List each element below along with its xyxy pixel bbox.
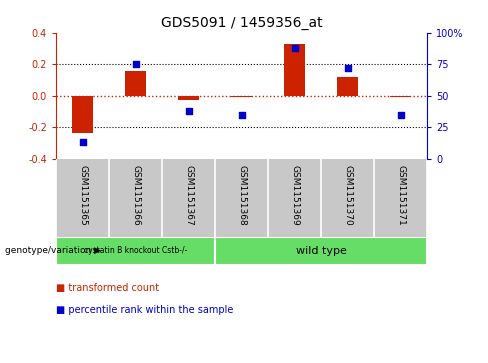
Text: GSM1151365: GSM1151365 bbox=[78, 165, 87, 226]
Text: GSM1151368: GSM1151368 bbox=[237, 165, 246, 226]
Point bbox=[238, 112, 245, 118]
Text: ■ percentile rank within the sample: ■ percentile rank within the sample bbox=[56, 305, 233, 315]
Text: GSM1151366: GSM1151366 bbox=[131, 165, 140, 226]
Text: GSM1151367: GSM1151367 bbox=[184, 165, 193, 226]
Text: genotype/variation ▶: genotype/variation ▶ bbox=[5, 246, 101, 256]
Bar bbox=[284, 44, 305, 95]
Bar bbox=[72, 95, 93, 132]
Text: ■ transformed count: ■ transformed count bbox=[56, 283, 159, 293]
Bar bbox=[337, 77, 358, 95]
Text: GSM1151369: GSM1151369 bbox=[290, 165, 299, 226]
Point bbox=[132, 61, 140, 67]
Bar bbox=[125, 71, 146, 95]
Bar bbox=[56, 237, 215, 265]
Text: GSM1151370: GSM1151370 bbox=[343, 165, 352, 226]
Text: GSM1151371: GSM1151371 bbox=[396, 165, 405, 226]
Point bbox=[79, 139, 86, 145]
Text: cystatin B knockout Cstb-/-: cystatin B knockout Cstb-/- bbox=[84, 246, 187, 256]
Bar bbox=[215, 237, 427, 265]
Bar bbox=[231, 95, 252, 97]
Text: wild type: wild type bbox=[296, 246, 346, 256]
Point bbox=[184, 108, 192, 114]
Point bbox=[344, 65, 351, 71]
Point bbox=[397, 112, 405, 118]
Bar bbox=[178, 95, 199, 101]
Title: GDS5091 / 1459356_at: GDS5091 / 1459356_at bbox=[161, 16, 323, 30]
Bar bbox=[390, 95, 411, 97]
Point bbox=[291, 45, 299, 51]
